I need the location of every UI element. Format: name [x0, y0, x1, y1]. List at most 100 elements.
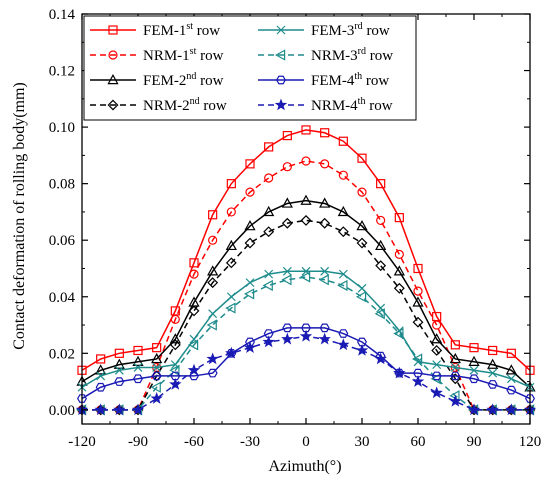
legend-marker	[107, 99, 119, 111]
x-tick-label: -60	[184, 434, 204, 450]
legend-entry: NRM-2nd row	[90, 96, 227, 114]
data-point	[338, 136, 348, 146]
data-point	[243, 341, 257, 353]
data-point	[77, 394, 87, 403]
data-point	[375, 239, 387, 251]
data-point	[337, 279, 348, 292]
series-line	[81, 199, 531, 388]
data-point	[357, 337, 367, 347]
data-point	[243, 288, 255, 300]
legend-label-base: FEM-3	[311, 23, 354, 39]
data-point	[299, 271, 311, 283]
data-point	[170, 371, 181, 381]
legend-label-base: FEM-4	[311, 73, 355, 89]
data-point	[207, 368, 218, 378]
data-point	[114, 348, 124, 358]
data-point	[226, 292, 236, 302]
series-1	[77, 125, 535, 375]
data-point	[449, 394, 462, 407]
data-point	[263, 329, 274, 338]
data-point	[357, 153, 367, 163]
legend-marker	[276, 75, 286, 85]
legend-entry: NRM-4th row	[258, 96, 393, 114]
data-point	[226, 207, 236, 217]
data-point	[487, 380, 498, 389]
legend-label: FEM-2nd row	[143, 71, 224, 89]
series-8	[75, 329, 537, 416]
data-point	[300, 194, 312, 205]
data-point	[189, 258, 199, 268]
legend-marker	[108, 50, 118, 60]
data-point	[432, 360, 442, 370]
data-point	[225, 239, 237, 251]
legend-label: NRM-4th row	[311, 96, 393, 114]
legend-marker	[274, 98, 288, 111]
data-point	[338, 329, 349, 338]
data-point	[505, 364, 517, 375]
data-point	[301, 156, 311, 166]
data-point	[152, 363, 162, 372]
data-point	[430, 386, 443, 399]
data-point	[376, 179, 386, 189]
data-point	[486, 403, 499, 416]
data-point	[225, 257, 237, 269]
data-point	[357, 187, 367, 197]
data-point	[413, 286, 423, 296]
data-point	[262, 279, 273, 292]
data-point	[300, 214, 312, 226]
y-tick-label: 0.02	[49, 346, 75, 362]
data-point	[394, 212, 404, 223]
legend-entry: NRM-1st row	[90, 46, 224, 64]
x-tick-label: 0	[302, 434, 310, 450]
data-point	[431, 333, 443, 344]
data-point	[319, 197, 331, 208]
x-axis-label: Azimuth(°)	[268, 458, 341, 475]
legend-label-superscript: st	[190, 46, 197, 57]
data-point	[152, 343, 162, 353]
legend-label-suffix: row	[366, 48, 393, 64]
series-line	[82, 276, 530, 411]
legend-label-base: FEM-1	[143, 23, 186, 39]
x-tick-label: 90	[467, 434, 482, 450]
data-point	[432, 320, 442, 330]
series-line	[81, 327, 531, 400]
data-point	[505, 403, 518, 416]
y-tick-label: 0.06	[49, 233, 76, 249]
series-4	[76, 214, 536, 416]
data-point	[319, 323, 330, 333]
data-point	[374, 352, 387, 365]
data-point	[338, 269, 348, 279]
data-point	[95, 364, 107, 375]
legend-label-base: NRM-3	[311, 48, 358, 64]
legend-box	[83, 15, 417, 121]
data-point	[413, 368, 423, 378]
data-point	[226, 179, 236, 189]
data-point	[114, 365, 124, 375]
legend-label-superscript: rd	[354, 21, 362, 32]
data-point	[133, 345, 143, 356]
data-point	[170, 314, 180, 324]
data-point	[245, 159, 255, 169]
data-point	[96, 354, 106, 364]
legend-label-suffix: row	[196, 48, 223, 64]
data-point	[281, 197, 293, 208]
data-point	[393, 327, 404, 340]
legend-marker	[274, 49, 286, 61]
data-point	[338, 170, 348, 180]
data-point	[264, 269, 274, 279]
legend-label-suffix: row	[200, 98, 227, 114]
legend-marker	[276, 25, 286, 35]
data-point	[151, 352, 163, 364]
legend-label-suffix: row	[193, 23, 220, 39]
data-point	[113, 403, 126, 416]
series-line	[81, 270, 531, 388]
data-point	[169, 377, 182, 390]
data-point	[282, 323, 293, 333]
data-point	[318, 332, 331, 345]
data-point	[225, 346, 238, 359]
data-point	[357, 283, 367, 293]
legend-label-suffix: row	[196, 73, 223, 89]
data-point	[262, 335, 275, 348]
legend-label: FEM-1st row	[143, 21, 220, 39]
